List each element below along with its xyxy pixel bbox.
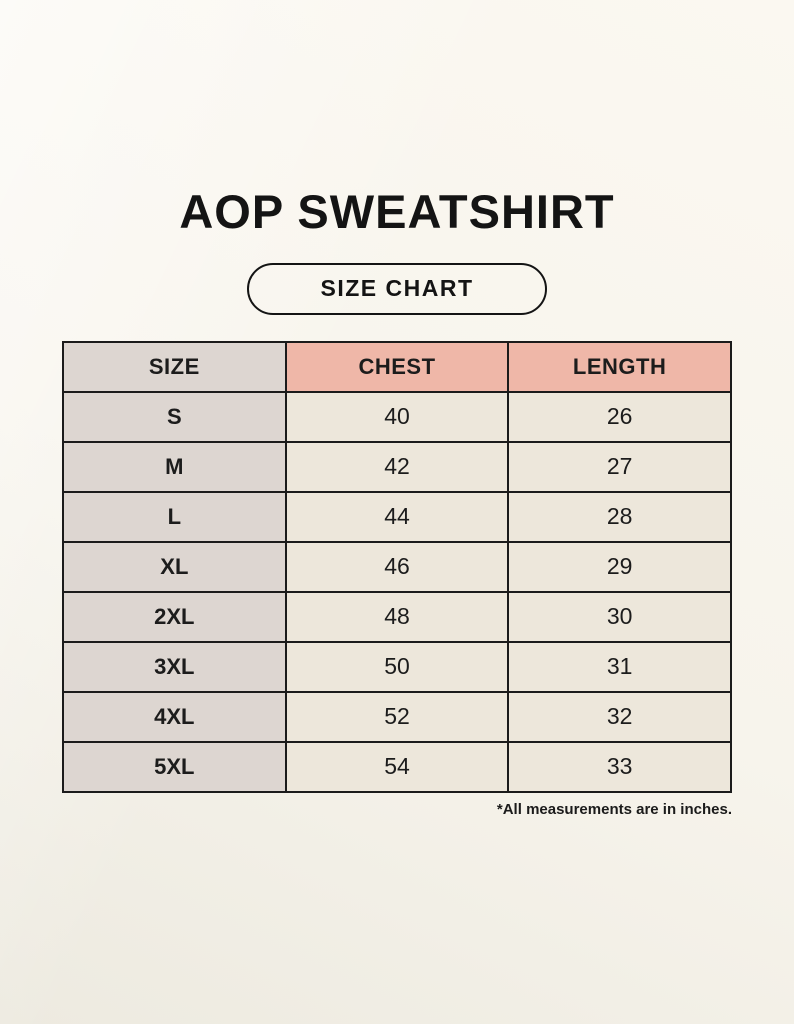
size-cell: 4XL [62,690,287,743]
size-table-body: S 40 26 M 42 27 L 44 28 XL 46 29 2XL 48 30 3XL 50 31 4XL 52… [62,390,732,793]
measurement-cell: 26 [507,390,732,443]
table-row: M 42 27 [62,440,732,493]
measurement-cell: 42 [284,440,510,493]
measurement-cell: 52 [284,690,510,743]
table-header-row: SIZE CHEST LENGTH [62,340,732,393]
measurement-cell: 27 [507,440,732,493]
measurement-cell: 32 [507,690,732,743]
size-chart-page: AOP SWEATSHIRT SIZE CHART SIZE CHEST LEN… [62,0,732,818]
measurement-cell: 54 [284,740,510,793]
size-chart-badge: SIZE CHART [247,262,547,315]
measurement-cell: 44 [284,490,510,543]
measurements-footnote: *All measurements are in inches. [496,800,732,818]
measurement-cell: 31 [507,640,732,693]
size-cell: XL [62,540,287,593]
size-cell: M [62,440,287,493]
size-table: SIZE CHEST LENGTH S 40 26 M 42 27 L 44 28 XL 46 29 2… [62,340,732,793]
table-row: S 40 26 [62,390,732,443]
table-row: 2XL 48 30 [62,590,732,643]
measurement-cell: 29 [507,540,732,593]
column-header-length: LENGTH [507,340,732,393]
column-header-size: SIZE [62,340,287,393]
table-row: XL 46 29 [62,540,732,593]
measurement-cell: 50 [284,640,510,693]
measurement-cell: 30 [507,590,732,643]
table-row: 3XL 50 31 [62,640,732,693]
measurement-cell: 46 [284,540,510,593]
table-row: 5XL 54 33 [62,740,732,793]
size-cell: 3XL [62,640,287,693]
measurement-cell: 28 [507,490,732,543]
page-title: AOP SWEATSHIRT [179,185,615,238]
size-cell: S [62,390,287,443]
measurement-cell: 33 [507,740,732,793]
measurement-cell: 40 [284,390,510,443]
size-cell: 5XL [62,740,287,793]
size-cell: 2XL [62,590,287,643]
size-chart-badge-label: SIZE CHART [320,275,474,302]
measurement-cell: 48 [284,590,510,643]
table-row: L 44 28 [62,490,732,543]
table-row: 4XL 52 32 [62,690,732,743]
column-header-chest: CHEST [284,340,510,393]
size-cell: L [62,490,287,543]
